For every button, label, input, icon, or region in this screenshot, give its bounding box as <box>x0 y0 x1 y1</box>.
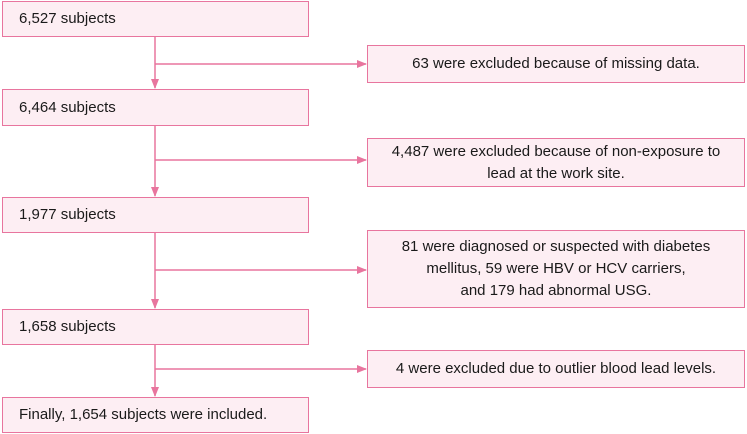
exclusion-3-line-1: 81 were diagnosed or suspected with diab… <box>401 238 711 255</box>
step-box-1: 6,527 subjects <box>2 1 309 37</box>
exclusion-box-2: 4,487 were excluded because of non-expos… <box>367 138 745 187</box>
exclusion-3-line-2: mellitus, 59 were HBV or HCV carriers, <box>426 260 686 277</box>
step-box-final: Finally, 1,654 subjects were included. <box>2 397 309 433</box>
exclusion-3-line-3: and 179 had abnormal USG. <box>460 282 652 299</box>
exclusion-2-line-2: lead at the work site. <box>487 164 625 182</box>
step-label-final: Finally, 1,654 subjects were included. <box>19 406 268 423</box>
exclusion-1-line-1: 63 were excluded because of missing data… <box>412 55 700 72</box>
exclusion-box-1: 63 were excluded because of missing data… <box>367 45 745 83</box>
exclusion-box-4: 4 were excluded due to outlier blood lea… <box>367 350 745 388</box>
exclusion-2-line-1: 4,487 were excluded because of non-expos… <box>391 142 721 160</box>
step-label-3: 1,977 subjects <box>19 206 116 223</box>
step-label-1: 6,527 subjects <box>19 10 116 27</box>
exclusion-box-3: 81 were diagnosed or suspected with diab… <box>367 230 745 308</box>
step-box-3: 1,977 subjects <box>2 197 309 233</box>
step-label-4: 1,658 subjects <box>19 318 116 335</box>
exclusion-4-line-1: 4 were excluded due to outlier blood lea… <box>395 360 717 377</box>
step-label-2: 6,464 subjects <box>19 98 116 116</box>
step-box-2: 6,464 subjects <box>2 89 309 126</box>
step-box-4: 1,658 subjects <box>2 309 309 345</box>
